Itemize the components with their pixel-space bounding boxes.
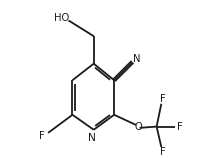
Text: HO: HO (54, 13, 69, 23)
Text: N: N (133, 55, 141, 64)
Text: F: F (39, 131, 45, 141)
Text: N: N (88, 133, 96, 143)
Text: F: F (160, 94, 166, 104)
Text: F: F (177, 122, 183, 132)
Text: F: F (160, 147, 166, 157)
Text: O: O (134, 122, 142, 132)
